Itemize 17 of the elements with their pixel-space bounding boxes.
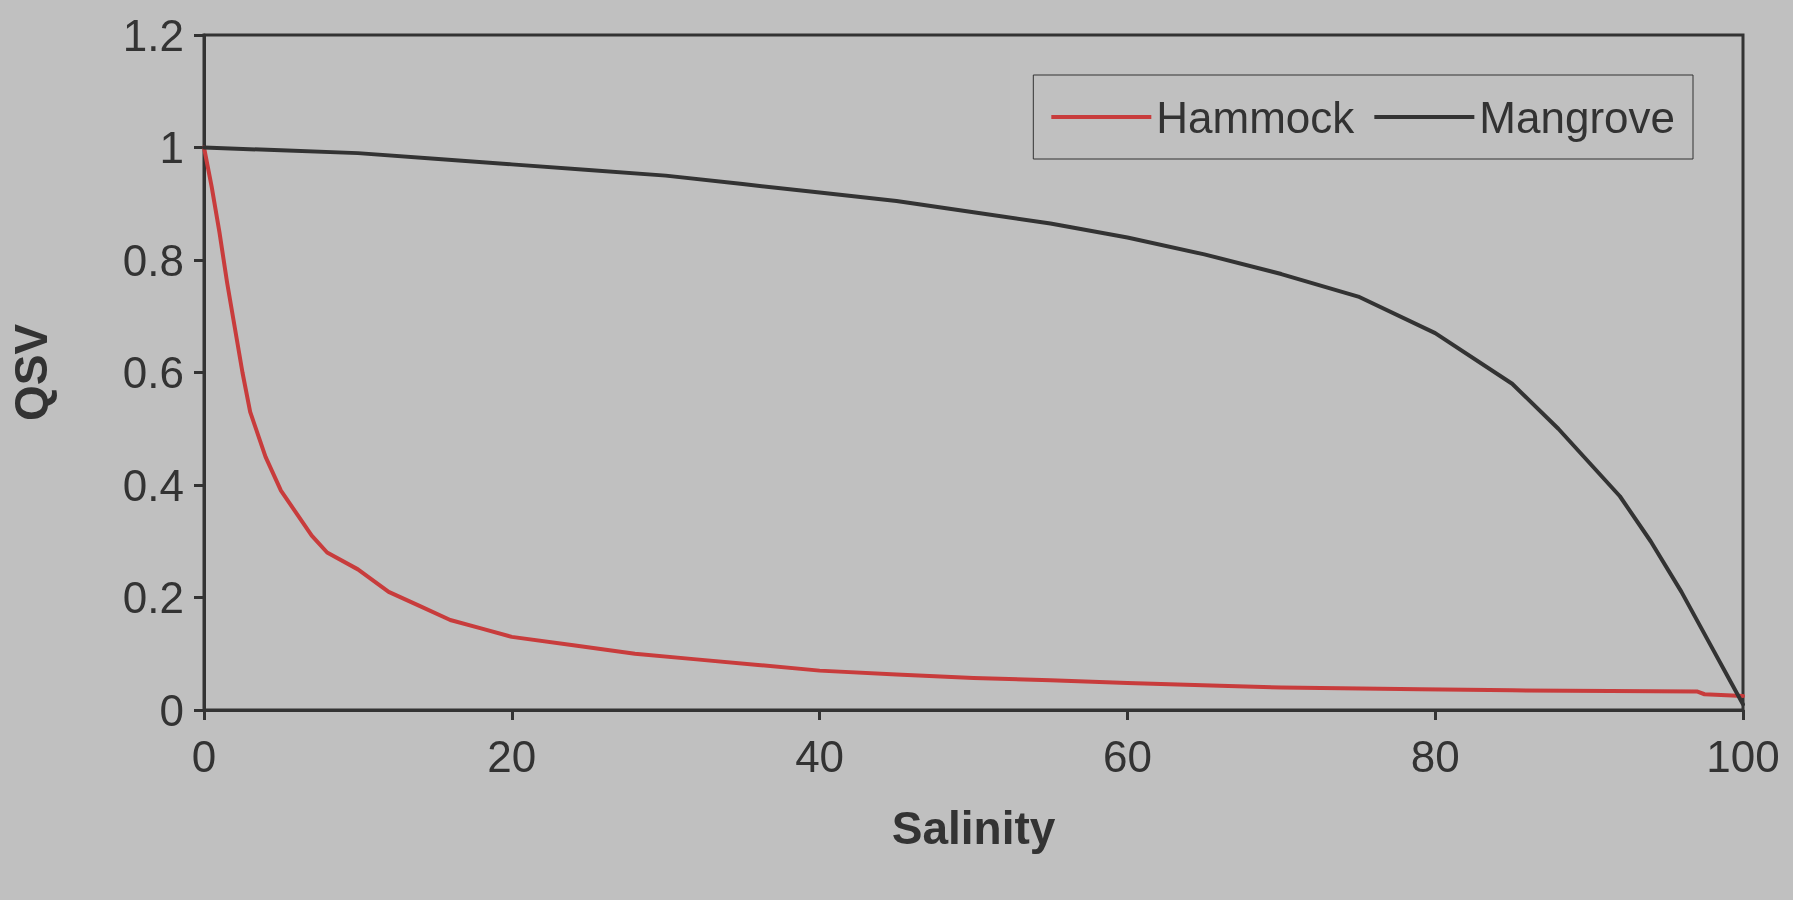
x-tick-label: 80 [1410, 731, 1460, 781]
y-tick-label: 0.4 [122, 460, 184, 510]
x-tick-label: 0 [191, 731, 217, 781]
y-tick-label: 1.2 [122, 10, 184, 60]
y-tick-label: 0.8 [122, 235, 184, 285]
y-tick-label: 0.2 [122, 573, 184, 622]
y-axis-title: QSV [5, 323, 57, 422]
y-tick-label: 0 [159, 685, 184, 735]
x-tick-label: 100 [1706, 731, 1780, 781]
x-tick-label: 40 [795, 731, 845, 781]
legend-label: Hammock [1156, 92, 1356, 142]
y-tick-label: 1 [159, 123, 184, 172]
x-tick-label: 20 [487, 731, 537, 781]
x-axis-title: Salinity [891, 802, 1056, 854]
y-tick-label: 0.6 [122, 348, 184, 397]
legend-label: Mangrove [1479, 92, 1676, 142]
x-tick-label: 60 [1102, 731, 1152, 781]
